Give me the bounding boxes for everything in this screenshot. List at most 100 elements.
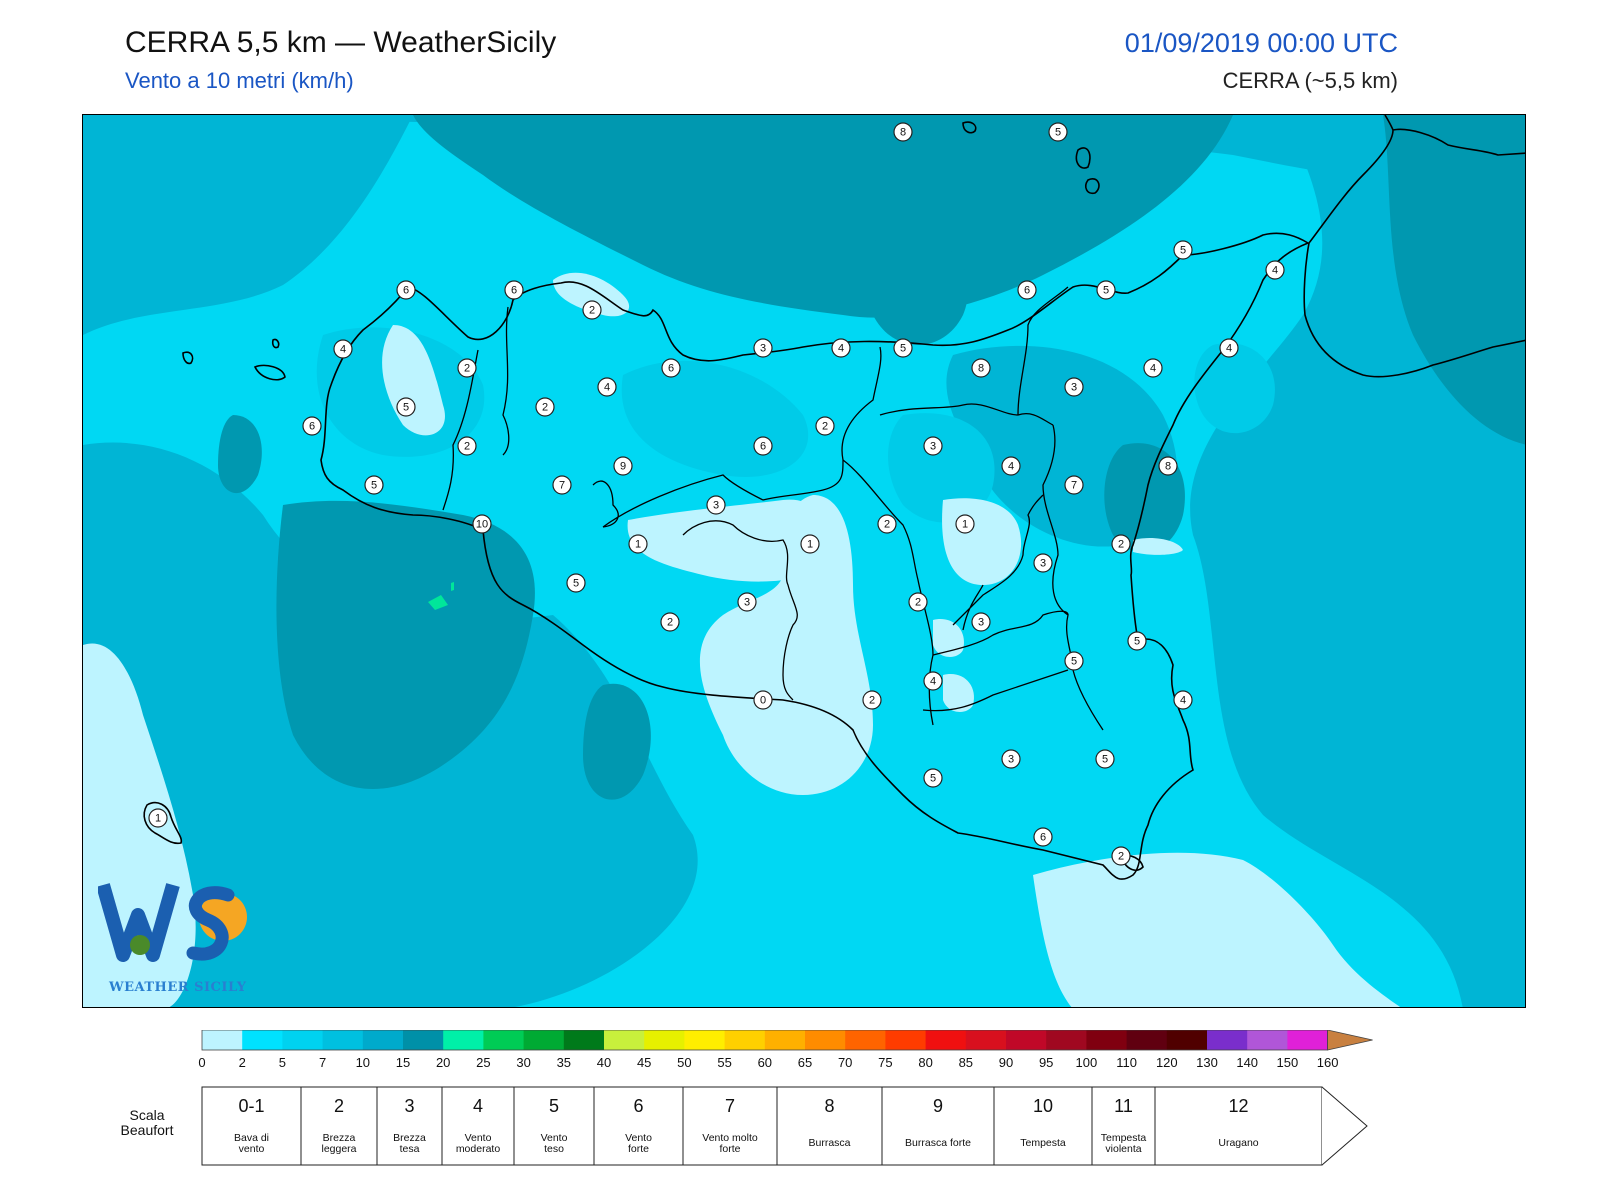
beaufort-cell (441, 1086, 515, 1166)
beaufort-label: Tempesta (1020, 1137, 1066, 1149)
legend-tick-label: 30 (516, 1055, 530, 1070)
wind-area-light (1194, 343, 1275, 434)
station-wind-value: 5 (371, 480, 377, 492)
legend-tick-label: 7 (319, 1055, 326, 1070)
station-wind-value: 6 (403, 285, 409, 297)
station-marker: 2 (457, 358, 477, 378)
station-wind-value: 3 (1071, 382, 1077, 394)
beaufort-cell (1091, 1086, 1156, 1166)
station-marker: 3 (923, 436, 943, 456)
wind-area-strong (218, 415, 262, 494)
station-wind-value: 3 (1008, 754, 1014, 766)
station-marker: 7 (552, 475, 572, 495)
legend-swatch (885, 1030, 927, 1050)
legend-swatch (523, 1030, 565, 1050)
station-wind-value: 2 (869, 695, 875, 707)
station-wind-value: 6 (511, 285, 517, 297)
forecast-datetime: 01/09/2019 00:00 UTC (1124, 28, 1398, 58)
station-marker: 6 (302, 416, 322, 436)
station-marker: 3 (706, 495, 726, 515)
station-marker: 3 (1001, 749, 1021, 769)
legend-swatch (925, 1030, 967, 1050)
weathersicily-logo (98, 875, 248, 975)
beaufort-number: 2 (334, 1096, 344, 1116)
station-marker: 7 (1064, 475, 1084, 495)
station-wind-value: 1 (155, 813, 161, 825)
station-marker: 2 (582, 300, 602, 320)
station-wind-value: 2 (542, 402, 548, 414)
wind-area-light (888, 413, 995, 523)
station-marker: 2 (1111, 534, 1131, 554)
island (271, 338, 280, 349)
beaufort-cell (201, 1086, 302, 1166)
station-marker: 9 (613, 456, 633, 476)
legend-tick-label: 85 (959, 1055, 973, 1070)
province-border (592, 474, 764, 528)
station-wind-value: 2 (667, 617, 673, 629)
beaufort-label: Brezza (393, 1132, 426, 1144)
station-marker: 3 (971, 612, 991, 632)
island (1085, 178, 1100, 195)
station-marker: 5 (1173, 240, 1193, 260)
legend-swatch (403, 1030, 444, 1050)
station-wind-value: 5 (573, 578, 579, 590)
station-marker: 2 (535, 397, 555, 417)
province-border (879, 403, 1054, 426)
station-wind-value: 4 (1272, 265, 1278, 277)
station-wind-value: 5 (1071, 656, 1077, 668)
station-wind-value: 4 (340, 344, 346, 356)
legend-tick-label: 90 (999, 1055, 1013, 1070)
beaufort-label: moderato (456, 1143, 501, 1155)
legend-tick-label: 15 (396, 1055, 410, 1070)
station-wind-value: 7 (559, 480, 565, 492)
legend-tick-label: 25 (476, 1055, 490, 1070)
province-border (1042, 424, 1104, 731)
beaufort-cell (593, 1086, 684, 1166)
beaufort-title: Scala Beaufort (120, 1107, 174, 1138)
legend-swatch (604, 1030, 645, 1050)
legend-swatch (684, 1030, 726, 1050)
legend-swatch (322, 1030, 364, 1050)
beaufort-arrow (1321, 1086, 1368, 1166)
station-wind-value: 8 (978, 363, 984, 375)
station-wind-value: 8 (900, 127, 906, 139)
station-marker: 4 (1173, 690, 1193, 710)
legend-swatch (1166, 1030, 1208, 1050)
station-marker: 5 (1096, 280, 1116, 300)
wind-area-calm (553, 272, 630, 317)
beaufort-label: Vento molto (702, 1132, 758, 1144)
station-wind-value: 4 (930, 676, 936, 688)
station-wind-value: 3 (744, 597, 750, 609)
station-wind-value: 5 (1180, 245, 1186, 257)
wind-map: 8 5 5 4 6 6 6 5 4 2 3 4 5 4 2 4 6 8 3 4 5 2 6 2 6 3 4 8 2 9 7 5 7 3 2 1 10 1 1… (82, 114, 1526, 1008)
station-wind-value: 4 (1150, 363, 1156, 375)
legend-swatch (1046, 1030, 1087, 1050)
beaufort-number: 9 (933, 1096, 943, 1116)
station-wind-value: 5 (403, 402, 409, 414)
station-wind-value: 6 (668, 363, 674, 375)
legend-swatch (1207, 1030, 1248, 1050)
beaufort-label: Vento (625, 1132, 652, 1144)
beaufort-number: 7 (725, 1096, 735, 1116)
legend-tick-label: 160 (1317, 1055, 1339, 1070)
legend-swatch (1247, 1030, 1288, 1050)
station-wind-value: 6 (1024, 285, 1030, 297)
station-wind-value: 2 (822, 421, 828, 433)
station-marker: 1 (800, 534, 820, 554)
beaufort-number: 4 (473, 1096, 483, 1116)
station-wind-value: 7 (1071, 480, 1077, 492)
station-wind-value: 2 (464, 363, 470, 375)
legend-tick-label: 40 (597, 1055, 611, 1070)
model-label: CERRA (~5,5 km) (1222, 68, 1398, 93)
wind-area-strong (413, 115, 1233, 318)
legend-tick-label: 0 (198, 1055, 205, 1070)
station-marker: 5 (1048, 122, 1068, 142)
beaufort-cell (300, 1086, 378, 1166)
station-wind-value: 1 (635, 539, 641, 551)
station-wind-value: 3 (760, 343, 766, 355)
legend-swatch (242, 1030, 283, 1050)
beaufort-number: 6 (633, 1096, 643, 1116)
station-wind-value: 4 (1008, 461, 1014, 473)
station-marker: 5 (364, 475, 384, 495)
station-marker: 10 (472, 514, 492, 534)
